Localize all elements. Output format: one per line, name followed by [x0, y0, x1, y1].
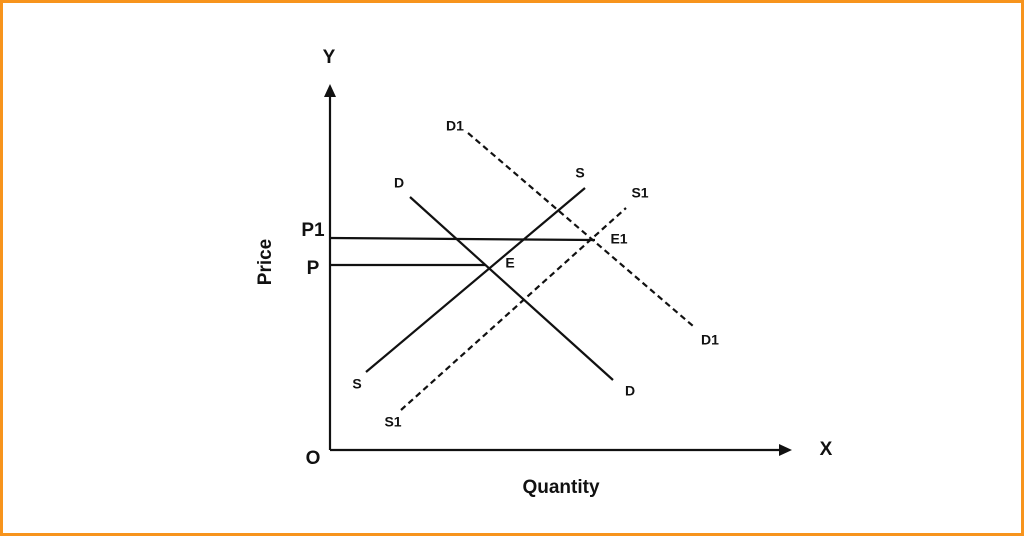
- curve-label: D1: [446, 118, 464, 134]
- curve-label: S1: [631, 185, 648, 201]
- supply-curve: [365, 187, 586, 373]
- x-arrow: [779, 444, 792, 456]
- y-arrow: [324, 84, 336, 97]
- demand-curve: [409, 196, 614, 381]
- curve-label: S: [352, 376, 361, 392]
- x-title: Quantity: [522, 477, 599, 498]
- x-axis-label: X: [820, 439, 833, 460]
- curve-label: S1: [384, 414, 401, 430]
- y-title: Price: [255, 239, 276, 285]
- price-label: P: [307, 258, 320, 279]
- y-axis-label: Y: [323, 47, 336, 68]
- curve-label: D1: [701, 332, 719, 348]
- curve-label: S: [575, 165, 584, 181]
- equilibrium-label: E: [505, 255, 514, 271]
- origin-label: O: [306, 448, 321, 469]
- p1-line: [329, 236, 596, 242]
- equilibrium-label: E1: [610, 231, 627, 247]
- supply-curve-shifted: [400, 207, 627, 411]
- price-label: P1: [301, 220, 325, 241]
- curve-label: D: [394, 175, 404, 191]
- curve-label: D: [625, 383, 635, 399]
